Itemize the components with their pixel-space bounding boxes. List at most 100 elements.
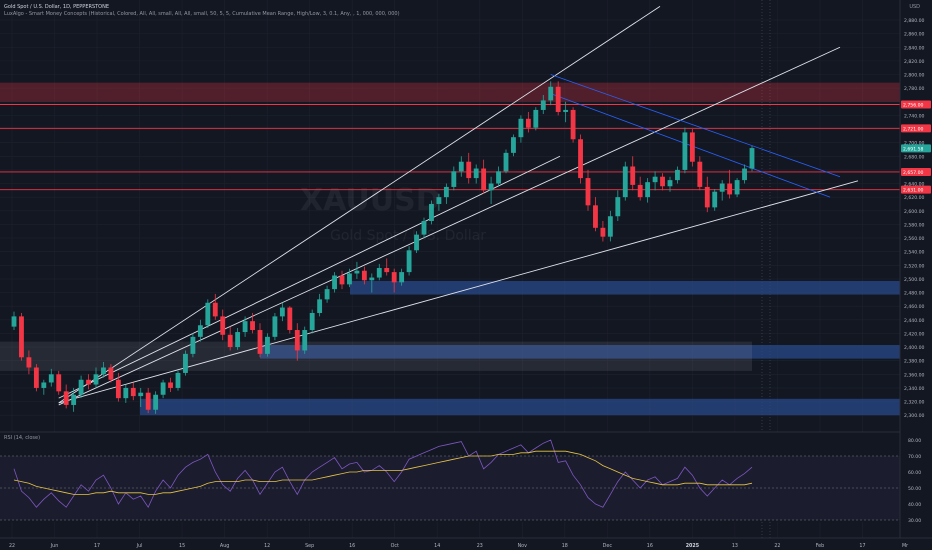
candle-body (11, 316, 17, 327)
candle-body (354, 270, 360, 274)
candle-body (369, 277, 375, 281)
candle-body (652, 176, 658, 183)
candle-body (719, 183, 725, 192)
rsi-pane (0, 432, 932, 522)
candle-body (294, 330, 300, 351)
candles (11, 81, 755, 414)
candle-body (525, 118, 531, 128)
price-tick-label: 2,340.00 (904, 386, 925, 392)
time-tick-label: 14 (434, 543, 440, 549)
candle-body (511, 137, 516, 153)
chart-title[interactable]: Gold Spot / U.S. Dollar, 1D, PEPPERSTONE (4, 4, 110, 10)
rsi-label[interactable]: RSI (14, close) (4, 435, 41, 441)
time-tick-label: Feb (816, 543, 825, 549)
candle-body (429, 203, 434, 221)
price-badge-label: 2,691.58 (903, 146, 924, 152)
candle-body (414, 234, 419, 251)
candle-body (205, 302, 211, 326)
candle-body (466, 161, 472, 179)
rsi-ma-line (13, 450, 753, 495)
indicator-label[interactable]: LuxAlgo - Smart Money Concepts (Historic… (4, 11, 400, 17)
time-tick-label: 12 (264, 543, 270, 549)
price-tick-label: 2,300.00 (904, 413, 925, 419)
candle-body (749, 148, 755, 169)
price-tick-label: 2,400.00 (904, 345, 925, 351)
price-tick-label: 2,840.00 (904, 45, 925, 51)
trendline-support (58, 180, 859, 404)
candle-body (578, 139, 583, 179)
zone-demand (350, 280, 900, 295)
time-tick-label: Sep (305, 543, 314, 549)
price-badge-label: 2,657.00 (903, 170, 924, 176)
time-tick-label: Jun (50, 543, 59, 549)
time-tick-label: 18 (562, 543, 568, 549)
candle-body (675, 169, 680, 181)
candle-body (265, 336, 270, 354)
zone-demand (260, 345, 900, 359)
rsi-tick-label: 30.00 (908, 518, 921, 524)
time-tick-label: 23 (477, 543, 483, 549)
candle-body (615, 197, 621, 217)
candle-body (607, 216, 613, 237)
candle-body (235, 332, 241, 348)
time-tick-label: 17 (859, 543, 865, 549)
candle-body (41, 382, 47, 388)
candle-body (26, 357, 32, 368)
candle-body (376, 268, 382, 278)
candle-body (123, 387, 129, 399)
price-tick-label: 2,500.00 (904, 277, 925, 283)
watermark-symbol: XAUUSD (300, 183, 441, 218)
price-axis[interactable] (900, 0, 932, 550)
candle-body (48, 374, 54, 383)
candle-body (227, 334, 233, 348)
candle-body (712, 191, 718, 208)
candle-body (130, 387, 136, 397)
candle-body (384, 268, 390, 273)
horizontal-levels[interactable] (0, 104, 900, 191)
candle-body (667, 180, 673, 187)
candle-body (153, 394, 159, 410)
trendlines[interactable] (58, 5, 859, 406)
time-axis[interactable]: 22 Jun 17 Jul 15 Aug 12 Sep 16 Oct 14 23 Nov 18 Dec 16 2… (9, 543, 908, 549)
candle-body (421, 221, 427, 235)
candle-body (272, 316, 278, 337)
candle-body (451, 171, 457, 187)
candle-body (324, 289, 330, 300)
candle-body (317, 299, 323, 313)
candle-body (689, 132, 695, 162)
candle-body (339, 275, 345, 285)
time-tick-label: Mr (902, 543, 908, 549)
candle-body (630, 166, 636, 185)
candle-body (443, 186, 449, 198)
candle-body (63, 391, 69, 405)
rsi-line (13, 439, 753, 509)
time-tick-label: Dec (603, 543, 613, 549)
price-tick-label: 2,540.00 (904, 250, 925, 256)
zone-demand (140, 398, 900, 416)
candle-body (697, 161, 703, 187)
candle-body (436, 197, 442, 204)
price-tick-label: 2,800.00 (904, 73, 925, 79)
candle-body (242, 321, 248, 333)
candle-body (361, 270, 367, 281)
time-tick-label: 13 (732, 543, 738, 549)
price-badges: 2,756.00 2,721.00 2,691.58 2,657.00 2,631.00 (901, 100, 931, 194)
candle-body (145, 392, 151, 410)
price-tick-label: 2,460.00 (904, 304, 925, 310)
candle-body (488, 183, 494, 191)
rsi-axis-ticks: 80.00 70.00 60.00 50.00 40.00 30.00 (908, 438, 921, 524)
time-tick-label: 22 (774, 543, 780, 549)
price-badge (901, 185, 931, 194)
currency-label[interactable]: USD (909, 4, 920, 10)
candle-body (190, 336, 196, 354)
trendline-middle (58, 155, 561, 399)
candle-body (622, 166, 628, 198)
rsi-tick-label: 40.00 (908, 502, 921, 508)
candle-body (734, 180, 740, 195)
price-tick-label: 2,820.00 (904, 59, 925, 65)
price-tick-label: 2,380.00 (904, 359, 925, 365)
candle-body (548, 86, 554, 101)
candle-body (391, 272, 397, 283)
candle-body (56, 374, 62, 392)
